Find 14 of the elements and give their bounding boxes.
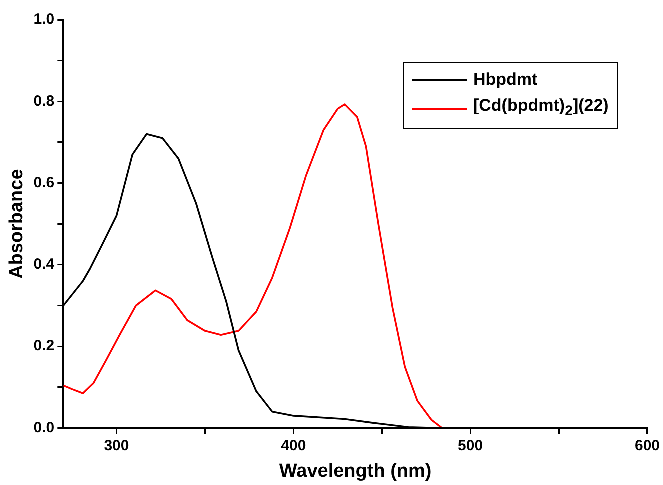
y-tick-label: 0.4 (34, 256, 56, 274)
y-axis-title: Absorbance (6, 169, 28, 280)
y-tick-label: 0.2 (34, 338, 55, 355)
legend-label: Hbpdmt (473, 69, 538, 91)
y-tick-label: 0.8 (34, 92, 55, 110)
x-tick-label: 500 (458, 437, 484, 454)
x-axis-title: Wavelength (nm) (279, 460, 432, 482)
legend-label: [Cd(bpdmt)$_{2}$](22) (473, 95, 609, 122)
y-tick-label: 0.6 (34, 174, 55, 192)
y-tick-label: 0.0 (34, 419, 55, 436)
y-tick-label: 1.0 (34, 11, 55, 28)
x-tick-label: 300 (104, 437, 130, 454)
x-tick-label: 600 (634, 437, 660, 454)
x-tick-label: 400 (281, 437, 306, 454)
